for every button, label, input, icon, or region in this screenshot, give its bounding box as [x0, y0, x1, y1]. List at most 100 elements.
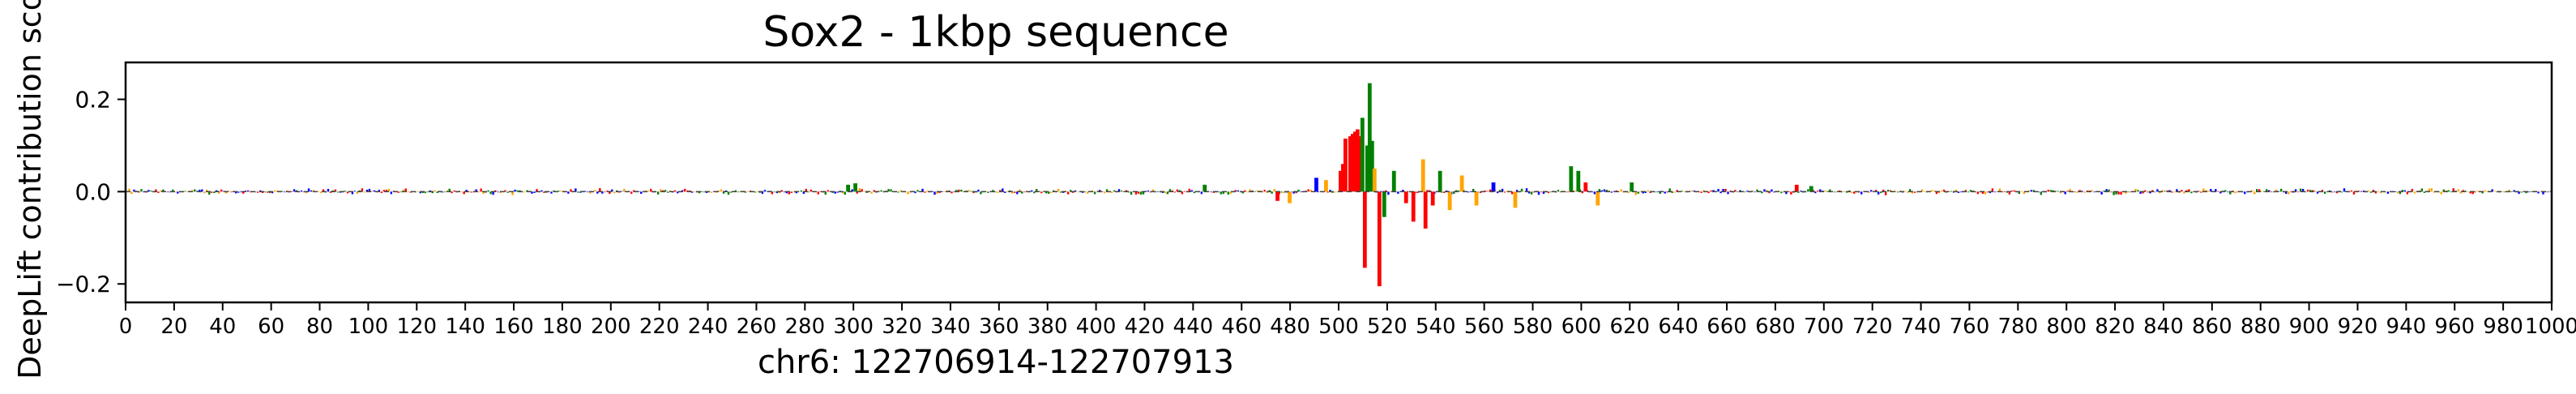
background-bar: [1271, 191, 1273, 194]
background-bar: [1237, 190, 1239, 192]
contribution-bar: [1355, 129, 1360, 192]
background-bar: [1986, 191, 1989, 193]
background-bar: [1210, 191, 1213, 193]
background-bar: [2340, 191, 2343, 193]
background-bar: [2032, 190, 2035, 192]
background-bar: [2161, 190, 2164, 192]
background-bar: [2474, 191, 2476, 193]
background-bar: [1763, 189, 1766, 192]
background-bar: [1659, 191, 1661, 194]
background-bar: [258, 190, 262, 192]
x-tick-label: 180: [542, 315, 583, 339]
background-bar: [419, 191, 421, 194]
background-bar: [336, 191, 340, 193]
background-bar: [387, 188, 391, 192]
background-bar: [817, 191, 819, 195]
x-tick-label: 480: [1270, 315, 1310, 339]
background-bar: [611, 189, 613, 192]
background-bar: [2469, 191, 2471, 194]
background-bar: [2420, 188, 2424, 192]
background-bar: [184, 191, 186, 192]
background-bar: [907, 191, 909, 195]
x-tick-label: 760: [1950, 315, 1990, 339]
background-bar: [661, 190, 664, 192]
background-bar: [172, 189, 174, 192]
x-tick-label: 380: [1027, 315, 1068, 339]
background-bar: [399, 191, 403, 193]
background-bar: [1086, 191, 1089, 194]
background-bar: [1913, 191, 1916, 193]
background-bar: [373, 190, 376, 192]
background-bar: [2261, 191, 2263, 192]
background-bar: [240, 191, 242, 193]
y-tick-label: 0.2: [75, 87, 111, 113]
background-bar: [865, 191, 868, 193]
background-bar: [2537, 191, 2540, 194]
background-bar: [1142, 191, 1145, 195]
background-bar: [1050, 191, 1053, 194]
background-bar: [2396, 191, 2399, 194]
contribution-bar: [1809, 186, 1813, 192]
background-bar: [1249, 189, 1251, 192]
background-bar: [2399, 191, 2402, 195]
background-bar: [1906, 191, 1909, 193]
background-bar: [1908, 189, 1912, 192]
background-bar: [1048, 191, 1050, 195]
background-bar: [916, 190, 919, 192]
x-tick-label: 620: [1609, 315, 1650, 339]
background-bar: [235, 191, 237, 194]
background-bar: [1785, 191, 1788, 195]
background-bar: [1766, 190, 1768, 192]
background-bar: [1603, 189, 1606, 192]
background-bar: [523, 191, 526, 193]
background-bar: [570, 189, 572, 192]
background-bar: [477, 191, 480, 193]
background-bar: [1937, 191, 1941, 194]
background-bar: [1486, 191, 1489, 192]
background-bar: [2253, 191, 2256, 195]
contribution-bar: [1513, 191, 1518, 208]
background-bar: [1416, 191, 1419, 194]
background-bar: [2406, 191, 2409, 195]
background-bar: [1266, 191, 1268, 194]
contribution-bar: [1596, 191, 1600, 206]
background-bar: [1443, 191, 1446, 194]
contribution-bar: [1459, 175, 1464, 192]
background-bar: [2287, 191, 2290, 195]
background-bar: [1385, 190, 1387, 192]
background-bar: [1173, 191, 1177, 193]
background-bar: [2008, 191, 2011, 195]
background-bar: [2013, 190, 2016, 192]
background-bar: [666, 191, 669, 193]
y-axis-label: DeepLift contribution scores: [12, 0, 48, 379]
background-bar: [1178, 190, 1181, 192]
background-bar: [2433, 191, 2435, 193]
x-tick-label: 600: [1561, 315, 1602, 339]
background-bar: [953, 191, 955, 193]
background-bar: [1113, 190, 1116, 192]
background-bar: [1309, 190, 1312, 192]
x-tick-label: 260: [737, 315, 777, 339]
background-bar: [1664, 191, 1666, 194]
contribution-bar: [1350, 134, 1355, 192]
background-bar: [1991, 188, 1994, 192]
background-bar: [2445, 190, 2447, 192]
background-bar: [356, 191, 359, 194]
background-bar: [1390, 191, 1392, 192]
background-bar: [1722, 189, 1724, 192]
background-bar: [2256, 189, 2258, 192]
background-bar: [2547, 191, 2549, 193]
background-bar: [1771, 189, 1773, 192]
background-bar: [943, 191, 946, 193]
background-bar: [938, 191, 941, 193]
background-bar: [1598, 189, 1601, 192]
background-bar: [2350, 190, 2353, 192]
background-bar: [482, 191, 485, 194]
background-bar: [1181, 191, 1184, 195]
background-bar: [2309, 190, 2312, 192]
background-bar: [788, 191, 791, 195]
background-bar: [1031, 190, 1033, 192]
background-bar: [638, 191, 640, 192]
background-bar: [824, 191, 827, 195]
background-bar: [540, 190, 543, 192]
